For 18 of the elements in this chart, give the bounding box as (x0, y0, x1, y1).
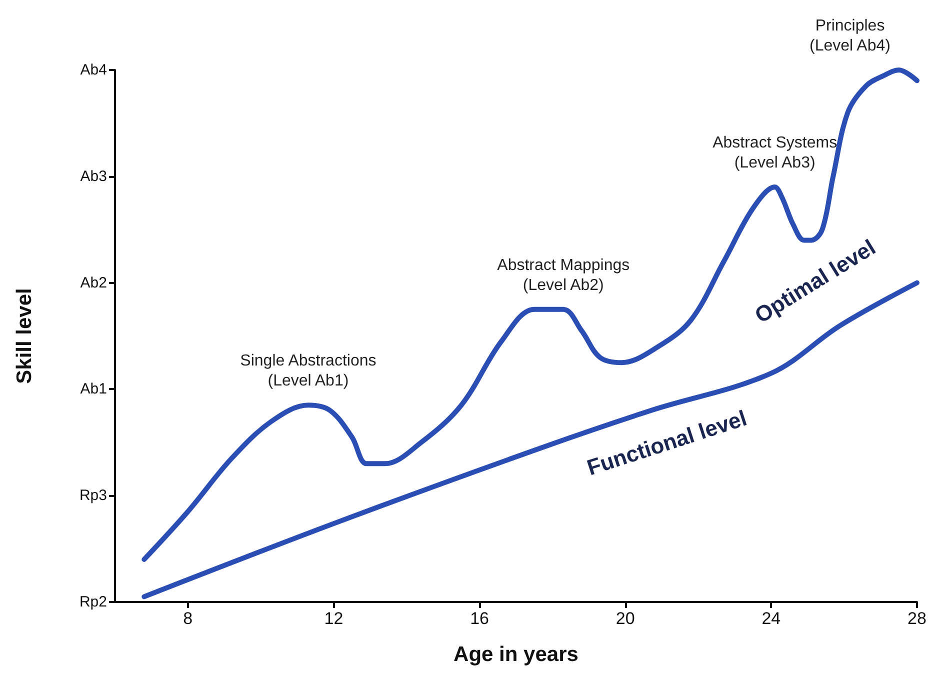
category-label: Ab2 (80, 274, 107, 292)
annotation: Single Abstractions (Level Ab1) (240, 352, 376, 390)
x-axis-title: Age in years (454, 643, 578, 666)
category-label: Rp3 (79, 487, 107, 504)
x-tick-label: 12 (324, 609, 344, 628)
x-tick-label: 16 (470, 609, 490, 628)
x-tick-label: 8 (183, 609, 193, 628)
x-tick-label: 20 (616, 609, 635, 628)
annotation: Abstract Systems (Level Ab3) (712, 134, 838, 172)
category-label: Ab4 (80, 62, 107, 78)
x-tick-label: 24 (762, 609, 781, 628)
annotation: Abstract Mappings (Level Ab2) (497, 256, 630, 294)
category-label: Ab3 (80, 168, 107, 185)
text: Principles (Level Ab4) (810, 18, 890, 54)
category-label: Ab1 (80, 380, 107, 398)
x-tick-label: 28 (908, 609, 926, 628)
category-label: Rp2 (79, 594, 107, 610)
y-axis-title: Skill level (13, 288, 36, 384)
